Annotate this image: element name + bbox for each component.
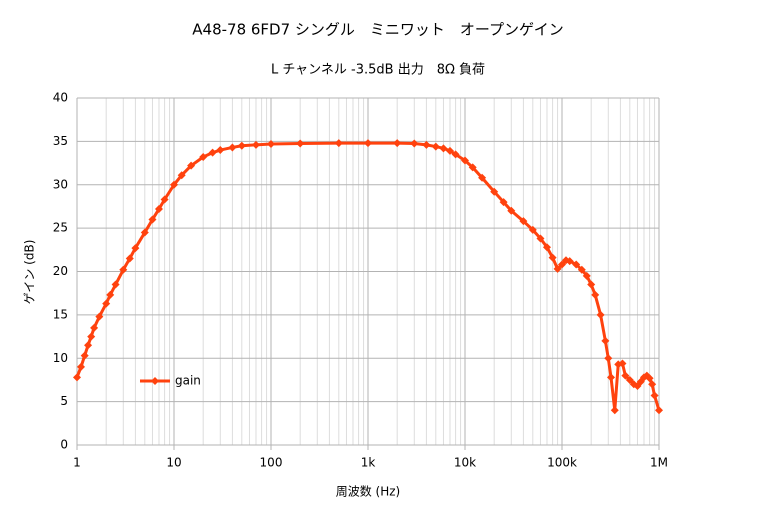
x-tick-label: 1k [361, 456, 376, 470]
data-point [572, 260, 581, 269]
data-point [451, 150, 460, 159]
data-point [468, 163, 477, 172]
data-point [507, 206, 516, 215]
data-point [536, 234, 545, 243]
data-point [431, 142, 440, 151]
data-point [655, 406, 663, 415]
data-point [596, 310, 605, 319]
data-point [84, 341, 93, 350]
data-point [621, 371, 630, 380]
data-point [577, 265, 586, 274]
data-point [591, 290, 600, 299]
y-tick-label: 40 [53, 91, 68, 105]
data-point [610, 406, 619, 415]
data-point [553, 264, 562, 273]
y-tick-label: 25 [53, 221, 68, 235]
data-point [582, 271, 591, 280]
data-point [565, 257, 574, 266]
data-point [170, 180, 178, 189]
data-point [111, 280, 120, 289]
y-tick-label: 20 [53, 264, 68, 278]
data-point [648, 380, 657, 389]
data-point [177, 171, 186, 180]
data-point [77, 362, 86, 371]
data-point [187, 161, 196, 170]
data-point [125, 254, 134, 263]
data-point [461, 156, 469, 165]
y-tick-label: 35 [53, 134, 68, 148]
data-point [587, 280, 596, 289]
data-point [148, 215, 157, 224]
data-point [102, 299, 111, 308]
data-point [490, 187, 499, 196]
data-point [542, 243, 551, 252]
y-tick-label: 10 [53, 351, 68, 365]
data-point [131, 244, 140, 253]
x-tick-label: 10 [166, 456, 181, 470]
data-point [216, 146, 225, 155]
x-tick-label: 1M [650, 456, 668, 470]
chart-title: A48-78 6FD7 シングル ミニワット オープンゲイン [192, 21, 563, 39]
y-tick-label: 30 [53, 177, 68, 191]
data-point [95, 312, 104, 321]
data-point [650, 391, 659, 400]
data-point [334, 139, 343, 148]
data-point [393, 139, 402, 148]
x-tick-label: 100 [260, 456, 283, 470]
y-tick-label: 0 [60, 438, 68, 452]
legend-marker [151, 377, 159, 385]
data-point [87, 332, 96, 341]
data-point [208, 148, 217, 157]
data-point [410, 139, 419, 148]
data-point [80, 351, 89, 360]
data-point [606, 373, 615, 382]
y-axis-label: ゲイン (dB) [23, 240, 37, 305]
data-point [478, 173, 487, 182]
data-point [119, 265, 128, 274]
y-tick-label: 15 [53, 307, 68, 321]
chart-subtitle: L チャンネル -3.5dB 出力 8Ω 負荷 [271, 63, 485, 78]
x-axis-label: 周波数 (Hz) [336, 484, 401, 499]
data-point [237, 141, 246, 150]
data-point [528, 225, 537, 234]
data-point [519, 217, 528, 226]
data-point [154, 205, 163, 214]
data-point [73, 373, 81, 382]
data-point [499, 198, 508, 207]
data-point [422, 140, 431, 149]
data-point [160, 195, 169, 204]
data-point [645, 374, 654, 383]
data-point [199, 152, 208, 161]
data-point [439, 144, 448, 153]
data-point [618, 359, 627, 368]
data-point [251, 140, 260, 149]
x-tick-label: 100k [547, 456, 577, 470]
x-tick-label: 10k [454, 456, 476, 470]
data-point [604, 354, 613, 363]
data-point [364, 139, 372, 148]
data-point [90, 323, 99, 332]
data-point [228, 143, 237, 152]
data-point [296, 139, 305, 148]
data-point [445, 146, 454, 155]
legend-label: gain [175, 374, 201, 388]
data-point [548, 253, 557, 262]
data-point [140, 228, 149, 237]
data-point [625, 375, 634, 384]
data-point [601, 336, 610, 345]
data-point [558, 260, 566, 269]
data-point [267, 139, 275, 148]
x-tick-label: 1 [73, 456, 81, 470]
y-tick-label: 5 [60, 394, 68, 408]
data-point [106, 290, 115, 299]
